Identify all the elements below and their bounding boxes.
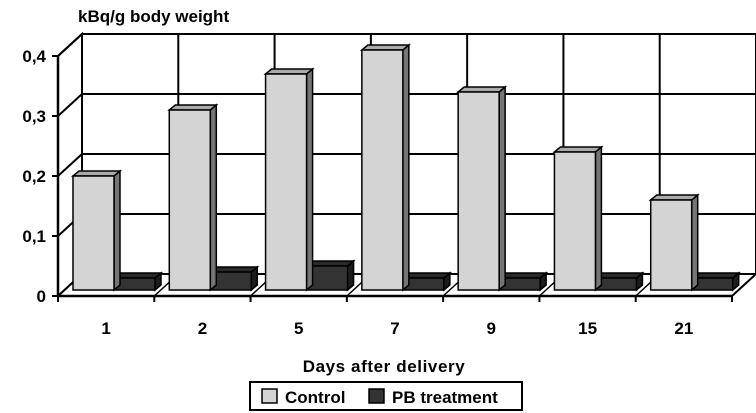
y-tick-label: 0,3: [22, 107, 46, 126]
bar-pb-treatment: [400, 271, 452, 292]
y-tick-labels: 0 0,1 0,2 0,3 0,4: [22, 47, 46, 306]
bar-pb-treatment: [208, 265, 260, 292]
y-tick-label: 0,4: [22, 47, 46, 66]
bar-control: [552, 145, 604, 292]
y-tick-label: 0,2: [22, 167, 46, 186]
bar-control: [359, 43, 411, 292]
bar-pb-treatment: [111, 271, 164, 292]
y-tick-label: 0,1: [22, 227, 46, 246]
legend: Control PB treatment: [249, 381, 523, 411]
bar-control: [263, 67, 315, 292]
chart-axes: [52, 55, 733, 302]
x-tick-label: 5: [294, 319, 303, 338]
x-tick-label: 1: [101, 319, 110, 338]
bar-control: [70, 169, 123, 292]
bar-control: [456, 85, 508, 292]
bar-pb-treatment: [689, 271, 741, 292]
bar-pb-treatment: [304, 259, 356, 292]
x-tick-label: 15: [578, 319, 597, 338]
gridline-side: [57, 93, 83, 117]
x-axis-title: Days after delivery: [303, 357, 466, 376]
gridline-side: [57, 153, 83, 177]
legend-label-pb-treatment: PB treatment: [392, 388, 498, 407]
legend-box: [249, 381, 523, 411]
bar-control: [648, 193, 700, 292]
y-tick-label: 0: [37, 287, 46, 306]
bar-pb-treatment: [497, 271, 549, 292]
y-axis-label: kBq/g body weight: [78, 7, 229, 26]
legend-label-control: Control: [285, 388, 345, 407]
gridline-side: [57, 33, 83, 57]
x-tick-label: 2: [198, 319, 207, 338]
x-tick-label: 7: [390, 319, 399, 338]
chart-bars: [70, 43, 741, 292]
bar-pb-treatment: [593, 271, 645, 292]
legend-swatch-pb-treatment: [368, 388, 385, 404]
x-tick-labels: 1 2 5 7 9 15 21: [101, 319, 693, 338]
bar-control: [167, 103, 219, 292]
legend-swatch-control: [261, 388, 278, 404]
x-tick-label: 9: [487, 319, 496, 338]
x-tick-label: 21: [674, 319, 693, 338]
floor-divider: [731, 273, 756, 297]
